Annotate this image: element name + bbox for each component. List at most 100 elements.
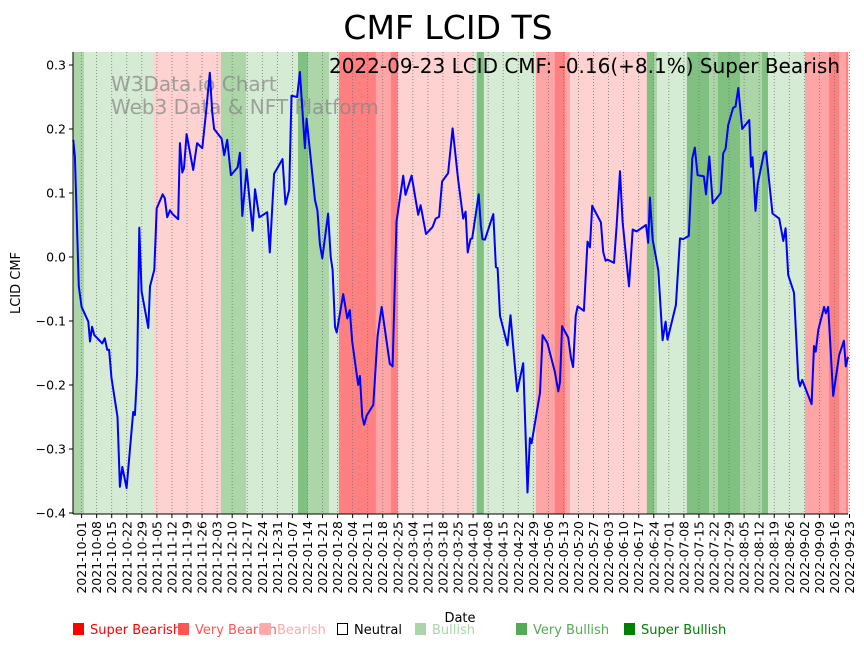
legend-item-super-bullish: Super Bullish xyxy=(624,623,726,638)
legend-label: Neutral xyxy=(354,623,402,638)
y-tick-label: 0.3 xyxy=(46,58,66,73)
x-tick-label: 2021-11-19 xyxy=(180,521,195,594)
band-very-bearish xyxy=(838,52,847,514)
x-tick-label: 2021-10-22 xyxy=(119,521,134,594)
x-tick-label: 2022-09-23 xyxy=(842,521,857,594)
legend-label: Very Bearish xyxy=(195,623,277,638)
y-tick-label: −0.1 xyxy=(36,314,66,329)
band-bullish xyxy=(767,52,806,514)
sentiment-bands xyxy=(73,52,849,514)
x-tick-label: 2022-09-16 xyxy=(827,521,842,594)
band-bullish xyxy=(245,52,299,514)
x-tick-label: 2021-10-29 xyxy=(134,521,149,594)
y-tick-label: −0.4 xyxy=(36,506,66,521)
cmf-series-line xyxy=(72,71,849,494)
x-tick-label: 2022-02-25 xyxy=(390,521,405,594)
x-axis-label: Date xyxy=(444,611,475,626)
x-tick-label: 2021-11-26 xyxy=(195,521,210,594)
x-tick-label: 2022-09-09 xyxy=(812,521,827,594)
x-tick-label: 2022-02-11 xyxy=(360,521,375,594)
x-tick-label: 2022-06-24 xyxy=(646,521,661,594)
legend-label: Very Bullish xyxy=(533,623,609,638)
x-tick-label: 2022-07-08 xyxy=(676,521,691,594)
band-very-bearish xyxy=(564,52,571,514)
legend-swatch xyxy=(178,623,189,635)
x-tick-label: 2022-01-14 xyxy=(300,521,315,594)
y-tick-label: 0.2 xyxy=(46,122,66,137)
x-tick-label: 2021-10-01 xyxy=(74,521,89,594)
y-tick-label: 0.0 xyxy=(46,250,66,265)
x-tick-label: 2021-11-05 xyxy=(149,521,164,594)
x-tick-label: 2022-07-01 xyxy=(661,521,676,594)
status-annotation: 2022-09-23 LCID CMF: -0.16(+8.1%) Super … xyxy=(329,54,840,78)
legend-label: Bearish xyxy=(277,623,326,638)
x-tick-label: 2022-06-10 xyxy=(616,521,631,594)
band-very-bullish xyxy=(740,52,763,514)
x-tick-label: 2022-04-01 xyxy=(466,521,481,594)
x-tick-label: 2022-07-15 xyxy=(691,521,706,594)
legend-item-bullish: Bullish xyxy=(415,623,475,638)
band-very-bullish xyxy=(307,52,330,514)
x-tick-label: 2022-04-15 xyxy=(496,521,511,594)
band-bearish xyxy=(397,52,474,514)
x-tick-label: 2022-07-22 xyxy=(706,521,721,594)
x-tick-label: 2021-12-10 xyxy=(225,521,240,594)
x-tick-label: 2022-05-20 xyxy=(571,521,586,594)
band-super-bearish xyxy=(338,52,377,514)
x-tick-label: 2022-06-17 xyxy=(631,521,646,594)
band-very-bearish xyxy=(375,52,392,514)
band-very-bearish xyxy=(804,52,830,514)
band-super-bullish xyxy=(761,52,769,514)
legend-item-very-bullish: Very Bullish xyxy=(516,623,609,638)
legend-item-neutral: Neutral xyxy=(337,623,402,638)
legend-swatch xyxy=(415,623,426,635)
legend-swatch xyxy=(624,623,635,635)
x-tick-label: 2022-01-07 xyxy=(285,521,300,594)
x-tick-label: 2021-12-03 xyxy=(210,521,225,594)
x-tick-label: 2021-12-17 xyxy=(240,521,255,594)
y-tick-label: 0.1 xyxy=(46,186,66,201)
watermark-line-2: Web3 Data & NFT Platform xyxy=(111,95,379,119)
x-tick-label: 2022-02-18 xyxy=(375,521,390,594)
x-tick-label: 2022-08-26 xyxy=(782,521,797,594)
legend: Super Bearish Very Bearish Bearish Neutral B… xyxy=(73,623,726,638)
x-tick-label: 2022-04-22 xyxy=(511,521,526,594)
y-tick-label: −0.3 xyxy=(36,442,66,457)
band-super-bullish xyxy=(646,52,655,514)
x-tick-label: 2022-01-21 xyxy=(315,521,330,594)
band-super-bearish xyxy=(846,52,849,514)
x-tick-label: 2022-03-25 xyxy=(451,521,466,594)
y-axis-label: LCID CMF xyxy=(9,252,24,314)
band-very-bullish xyxy=(220,52,247,514)
x-tick-label: 2022-03-04 xyxy=(405,521,420,594)
x-tick-label: 2021-10-15 xyxy=(104,521,119,594)
y-axis-ticks: 0.3 0.2 0.1 0.0 −0.1 −0.2 −0.3 −0.4 xyxy=(36,58,73,521)
band-super-bullish xyxy=(686,52,710,514)
band-super-bearish xyxy=(554,52,566,514)
x-tick-label: 2021-12-31 xyxy=(270,521,285,594)
watermark-line-1: W3Data.io Chart xyxy=(111,72,277,96)
x-tick-label: 2021-10-08 xyxy=(89,521,104,594)
legend-label: Super Bearish xyxy=(90,623,181,638)
x-tick-label: 2021-12-24 xyxy=(255,521,270,594)
band-bullish xyxy=(656,52,688,514)
x-tick-label: 2022-04-29 xyxy=(526,521,541,594)
x-tick-label: 2022-01-28 xyxy=(330,521,345,594)
band-bearish xyxy=(153,52,222,514)
x-axis-ticks: 2021-10-01 2021-10-08 2021-10-15 2021-10-22… xyxy=(74,514,857,594)
legend-swatch xyxy=(73,623,84,635)
band-bullish xyxy=(483,52,537,514)
x-tick-label: 2022-06-03 xyxy=(601,521,616,594)
y-tick-label: −0.2 xyxy=(36,378,66,393)
x-tick-label: 2022-09-02 xyxy=(797,521,812,594)
x-tick-label: 2022-08-05 xyxy=(737,521,752,594)
legend-swatch xyxy=(337,623,348,635)
band-very-bearish xyxy=(535,52,556,514)
legend-item-bearish: Bearish xyxy=(260,623,326,638)
band-super-bullish xyxy=(476,52,485,514)
x-tick-label: 2021-11-12 xyxy=(164,521,179,594)
band-super-bullish xyxy=(297,52,309,514)
legend-swatch xyxy=(516,623,527,635)
legend-item-very-bearish: Very Bearish xyxy=(178,623,277,638)
